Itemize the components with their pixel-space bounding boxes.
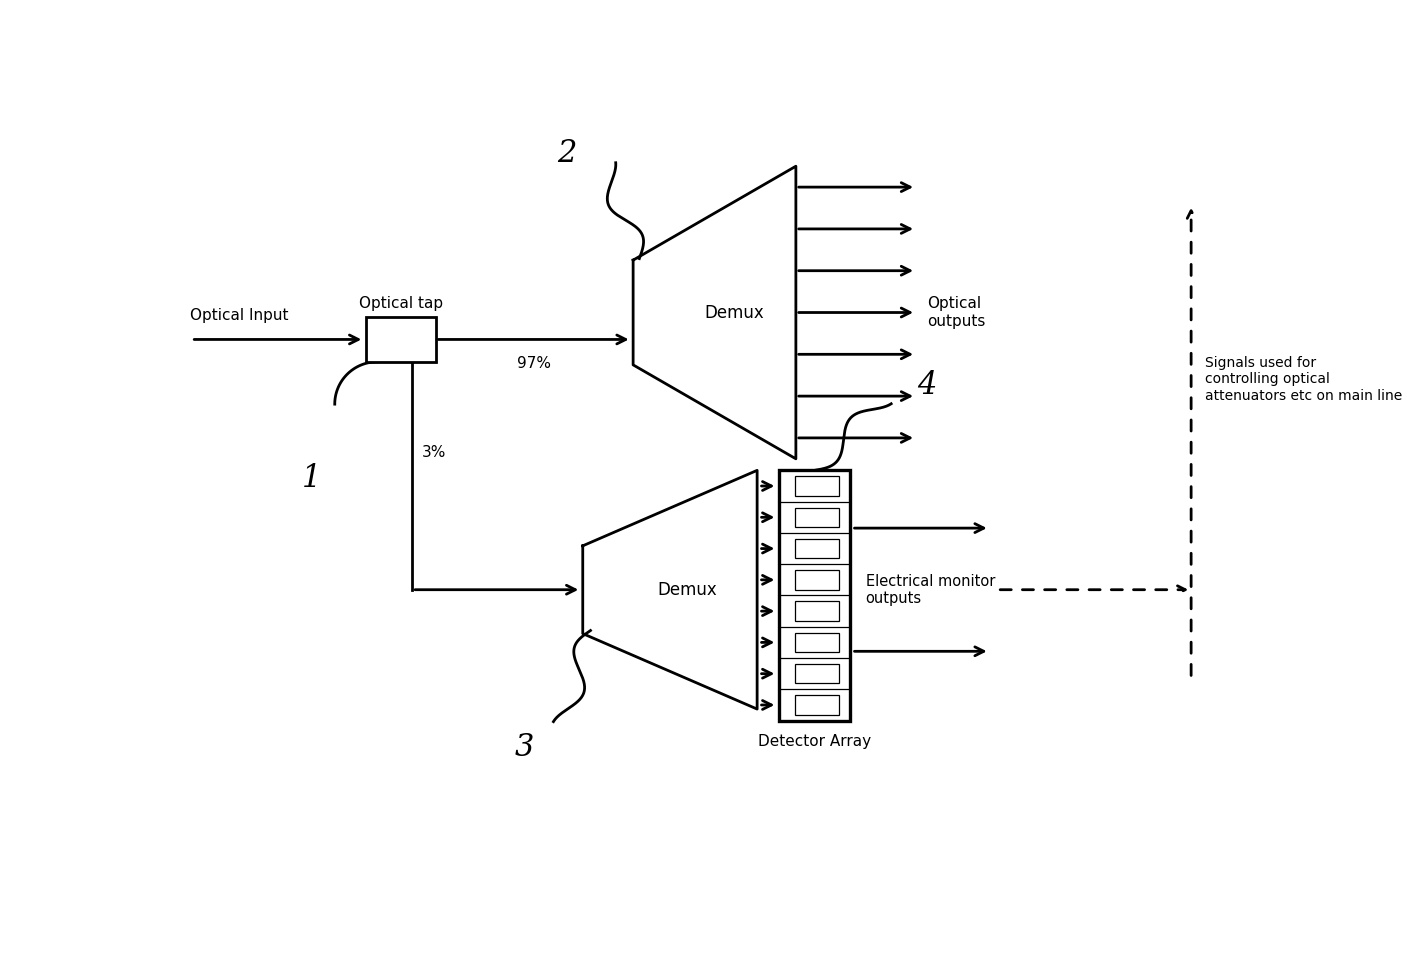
Text: Optical Input: Optical Input xyxy=(190,308,288,322)
Text: 3%: 3% xyxy=(422,445,446,460)
Bar xyxy=(795,570,839,590)
Text: Demux: Demux xyxy=(657,581,718,599)
Text: Optical tap: Optical tap xyxy=(359,296,443,311)
Bar xyxy=(779,470,850,720)
Text: 2: 2 xyxy=(557,137,577,168)
Bar xyxy=(795,539,839,559)
Bar xyxy=(795,507,839,527)
Text: Detector Array: Detector Array xyxy=(758,735,871,749)
Text: 4: 4 xyxy=(917,370,937,401)
Bar xyxy=(795,695,839,714)
Text: Electrical monitor
outputs: Electrical monitor outputs xyxy=(865,573,995,606)
Text: 1: 1 xyxy=(303,463,321,494)
Bar xyxy=(366,318,436,362)
Text: 97%: 97% xyxy=(516,356,552,372)
Text: 3: 3 xyxy=(515,732,535,763)
Bar xyxy=(795,633,839,652)
Bar xyxy=(795,476,839,496)
Text: Signals used for
controlling optical
attenuators etc on main line: Signals used for controlling optical att… xyxy=(1204,356,1403,403)
Polygon shape xyxy=(633,166,796,459)
Polygon shape xyxy=(582,470,757,709)
Text: Optical
outputs: Optical outputs xyxy=(927,296,986,329)
Bar xyxy=(795,664,839,683)
Text: Demux: Demux xyxy=(704,304,764,321)
Bar xyxy=(795,601,839,620)
